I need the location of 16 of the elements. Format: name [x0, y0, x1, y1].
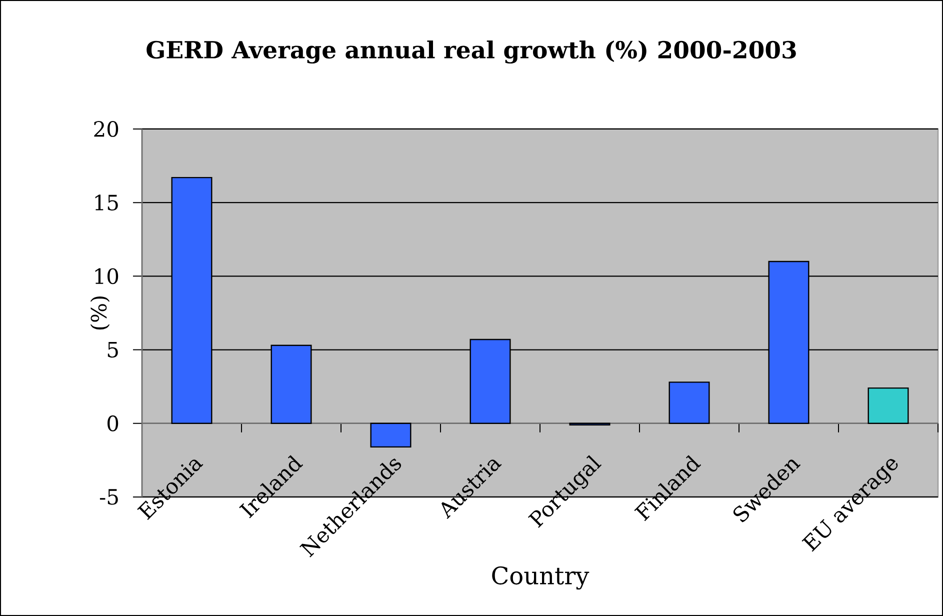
bar	[668, 382, 710, 424]
y-tick-label: 0	[108, 415, 118, 432]
bar	[470, 338, 511, 424]
y-tick-label: -5	[100, 489, 118, 505]
y-axis-title: (%)	[90, 296, 110, 330]
y-tick-label: 15	[95, 194, 118, 211]
y-tick-label: 20	[94, 121, 118, 137]
bar	[370, 422, 412, 448]
bar	[768, 260, 810, 424]
y-tick-label: 5	[108, 342, 118, 358]
bar	[868, 387, 909, 424]
bar	[270, 344, 312, 424]
x-axis-title: Country	[492, 566, 590, 590]
bar	[171, 176, 212, 424]
chart-title: GERD Average annual real growth (%) 2000-2003	[146, 40, 796, 64]
y-tick-label: 10	[95, 268, 118, 284]
